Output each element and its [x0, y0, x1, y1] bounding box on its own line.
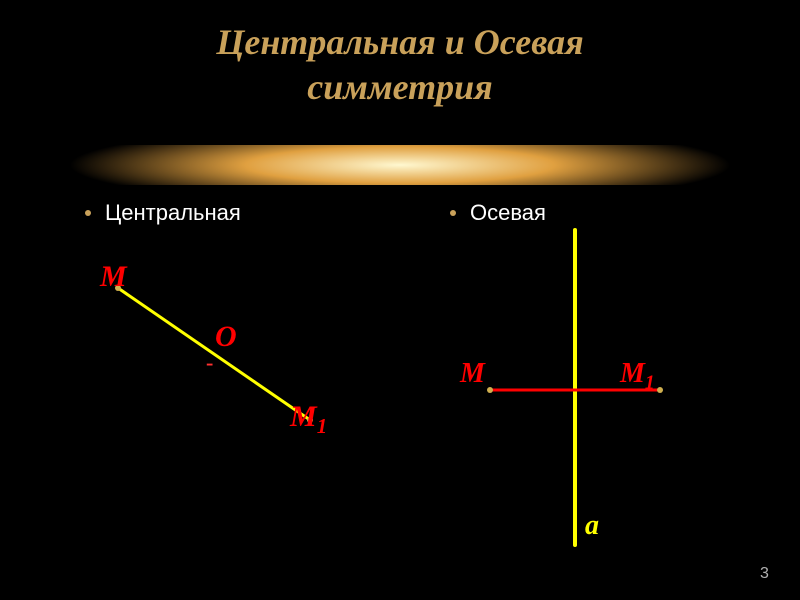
- label-O: O: [215, 320, 237, 354]
- label-M-left: M: [100, 260, 127, 294]
- bullet-left: [85, 210, 91, 216]
- point-dot-M-right: [487, 387, 493, 393]
- slide-number: 3: [760, 565, 769, 583]
- title-line-1: Центральная и Осевая: [216, 22, 583, 62]
- label-M1-right: M1: [620, 358, 655, 395]
- bullet-right: [450, 210, 456, 216]
- heading-axial: Осевая: [470, 200, 546, 226]
- point-dot-M1-right: [657, 387, 663, 393]
- central-segment: [118, 288, 310, 420]
- axis-label-a: a: [585, 510, 599, 542]
- label-M-right: M: [460, 358, 485, 390]
- center-dash: -: [206, 350, 213, 376]
- heading-central: Центральная: [105, 200, 241, 226]
- slide-title: Центральная и Осевая симметрия: [0, 20, 800, 110]
- label-M1-left: M1: [290, 400, 327, 439]
- title-line-2: симметрия: [307, 67, 492, 107]
- glow-separator: [0, 145, 800, 185]
